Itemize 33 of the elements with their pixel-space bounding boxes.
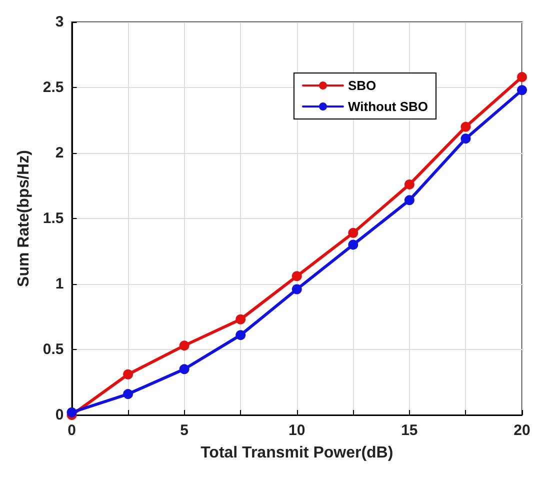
point (236, 330, 246, 340)
point (404, 179, 414, 190)
point (179, 340, 190, 351)
point (517, 85, 527, 96)
point (236, 314, 246, 324)
y-tick-label: 2 (55, 144, 64, 162)
x-tick-label: 5 (180, 422, 188, 439)
point (292, 284, 302, 294)
point (348, 228, 358, 238)
point (460, 122, 471, 132)
point (292, 271, 302, 282)
y-tick-label: 2.5 (42, 79, 64, 96)
x-tick-label: 15 (401, 422, 418, 439)
point (460, 134, 471, 144)
point (404, 195, 414, 206)
x-axis-title: Total Transmit Power(dB) (200, 444, 394, 462)
legend-label: SBO (348, 78, 376, 93)
point (123, 369, 134, 380)
point (123, 389, 134, 400)
point (517, 72, 527, 82)
y-tick-label: 0.5 (42, 341, 64, 358)
y-tick-label: 1 (55, 276, 64, 292)
legend-label: Without SBO (348, 99, 428, 114)
x-tick-label: 0 (68, 422, 76, 439)
y-tick-label: 3 (55, 14, 64, 30)
point (179, 364, 190, 374)
point (348, 240, 358, 250)
y-tick-label: 0 (55, 406, 64, 424)
y-tick-label: 1.5 (42, 210, 64, 227)
y-axis-title: Sum Rate(bps/Hz) (16, 150, 32, 287)
x-tick-label: 10 (288, 422, 306, 439)
x-tick-label: 20 (514, 422, 530, 439)
point (66, 407, 77, 418)
